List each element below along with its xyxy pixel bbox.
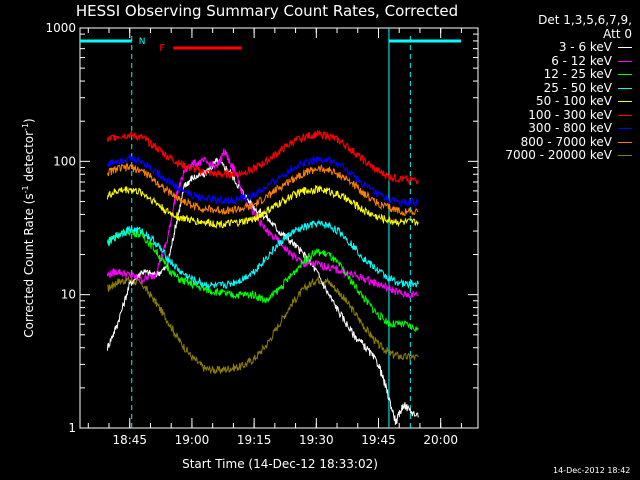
legend-entry: 100 - 300 keV (482, 107, 632, 123)
series-line (106, 148, 419, 300)
series-line (106, 157, 419, 425)
legend-entry: 300 - 800 keV (482, 121, 632, 136)
svg-text:Corrected Count Rate (s-1 dete: Corrected Count Rate (s-1 detector-1) (21, 118, 36, 337)
x-tick-label: 20:00 (423, 433, 458, 447)
legend-entry-label: 6 - 12 keV (551, 53, 612, 68)
y-axis-label-main: Corrected Count Rate (s (22, 193, 36, 337)
y-tick-label: 100 (53, 154, 76, 168)
legend-swatch (618, 114, 632, 116)
legend-entry: 6 - 12 keV (482, 53, 632, 69)
x-tick-label: 19:15 (237, 433, 272, 447)
series-line (106, 185, 419, 229)
legend-swatch (618, 74, 632, 76)
series-line (107, 276, 419, 375)
series-line (106, 227, 419, 332)
x-axis-label: Start Time (14-Dec-12 18:33:02) (182, 457, 378, 471)
series-line (106, 219, 419, 291)
legend-entry: 25 - 50 keV (482, 80, 632, 96)
legend-entry: 12 - 25 keV (482, 67, 632, 82)
y-tick-label: 1000 (45, 21, 76, 35)
legend-entry-label: 25 - 50 keV (543, 80, 612, 95)
chart-title: HESSI Observing Summary Count Rates, Cor… (76, 2, 458, 20)
legend-swatch (618, 155, 632, 157)
y-axis-label: Corrected Count Rate (s-1 detector-1) (21, 118, 36, 337)
y-tick-label: 10 (61, 288, 76, 302)
legend: Det 1,3,5,6,7,9, Att 0 3 - 6 keV 6 - 12 k… (482, 13, 632, 163)
timestamp-stamp: 14-Dec-2012 18:42 (553, 466, 631, 475)
plot-area: 1 10 100 1000 18:45 19:00 19:15 19:30 19:45 20:00… (45, 21, 479, 447)
x-tick-label: 19:45 (361, 433, 396, 447)
series-line (106, 154, 419, 208)
x-tick-label: 18:45 (112, 433, 147, 447)
y-axis-label-end: ) (22, 118, 36, 123)
legend-entry-label: 300 - 800 keV (528, 121, 612, 135)
legend-entry: 3 - 6 keV (482, 40, 632, 55)
legend-swatch (618, 101, 632, 103)
legend-swatch (618, 141, 632, 143)
legend-swatch (618, 47, 632, 49)
legend-attenuator-line: Att 0 (603, 26, 632, 41)
legend-swatch (618, 87, 632, 89)
legend-entries: 3 - 6 keV 6 - 12 keV 12 - 25 keV 25 - 50 ke… (482, 40, 632, 163)
x-tick-label: 19:30 (299, 433, 334, 447)
legend-entry: 800 - 7000 keV (482, 134, 632, 150)
y-tick-label: 1 (68, 421, 76, 435)
legend-entry-label: 50 - 100 keV (535, 94, 612, 108)
legend-swatch (618, 60, 632, 62)
series-line (106, 129, 419, 186)
legend-entry-label: 100 - 300 keV (528, 107, 612, 122)
legend-detector-line: Det 1,3,5,6,7,9, (538, 13, 632, 27)
y-axis-label-mid: detector (22, 131, 36, 186)
legend-entry: 50 - 100 keV (482, 94, 632, 109)
legend-entry-label: 12 - 25 keV (543, 67, 612, 81)
legend-entry-label: 800 - 7000 keV (520, 134, 612, 149)
legend-swatch (618, 128, 632, 130)
flare-label: F (159, 43, 165, 54)
legend-entry: 7000 - 20000 keV (482, 148, 632, 163)
x-tick-label: 19:00 (175, 433, 210, 447)
legend-entry-label: 3 - 6 keV (558, 40, 612, 54)
series-line (106, 163, 419, 217)
plot-frame (79, 27, 479, 429)
y-axis-label-sup2: -1 (21, 123, 30, 131)
night-label: N (139, 37, 146, 47)
y-axis-label-sup1: -1 (21, 185, 30, 193)
legend-entry-label: 7000 - 20000 keV (505, 148, 612, 162)
